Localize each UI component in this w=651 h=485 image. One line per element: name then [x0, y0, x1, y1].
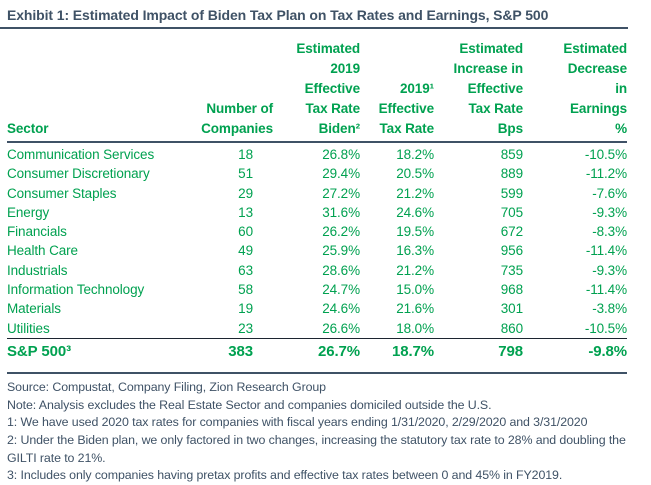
exhibit-title: Exhibit 1: Estimated Impact of Biden Tax… [7, 7, 549, 23]
value-cell: 24.7% [322, 282, 360, 298]
value-cell: 19 [238, 301, 253, 317]
table-bottom-divider [7, 371, 627, 374]
table-row: Materials 19 24.6% 21.6% 301 -3.8% [7, 299, 627, 318]
value-cell: 28.6% [322, 262, 360, 278]
footnote-3: 3: Includes only companies having pretax… [7, 468, 563, 483]
value-cell: 18.0% [360, 318, 434, 339]
sector-cell: Information Technology [7, 282, 145, 298]
total-row: S&P 500³ 383 26.7% 18.7% 798 -9.8% [7, 338, 627, 364]
value-cell: 31.6% [322, 204, 360, 220]
value-cell: 21.2% [396, 185, 434, 201]
value-cell: -9.3% [592, 262, 627, 278]
value-cell: 20.5% [396, 166, 434, 182]
sector-cell: Health Care [7, 243, 78, 259]
table-row: Communication Services 18 26.8% 18.2% 859 -10… [7, 142, 627, 164]
value-cell: 13 [238, 204, 253, 220]
sector-cell: Utilities [7, 318, 157, 339]
value-cell: 27.2% [322, 185, 360, 201]
value-cell: 735 [500, 262, 523, 278]
value-cell: 60 [238, 224, 253, 240]
tax-impact-table: Sector Number of Companies Estimated 201… [7, 39, 627, 364]
value-cell: 599 [500, 185, 523, 201]
header-row: Sector Number of Companies Estimated 201… [7, 39, 627, 143]
column-header-estimated-increase-in-effective-tax-rate-bps: Estimated Increase in Effective Tax Rate… [434, 39, 523, 143]
total-row-group: S&P 500³ 383 26.7% 18.7% 798 -9.8% [7, 338, 627, 364]
value-cell: 956 [500, 243, 523, 259]
table-row: Health Care 49 25.9% 16.3% 956 -11.4% [7, 241, 627, 260]
value-cell: -7.6% [592, 185, 627, 201]
total-companies: 383 [228, 342, 253, 360]
value-cell: 51 [238, 166, 253, 182]
sector-cell: Financials [7, 224, 67, 240]
column-header-sector: Sector [7, 39, 157, 143]
value-cell: -11.2% [585, 166, 627, 182]
total-bps: 798 [498, 342, 523, 360]
value-cell: 23 [157, 318, 273, 339]
value-cell: 49 [238, 243, 253, 259]
value-cell: 26.2% [322, 224, 360, 240]
value-cell: 968 [500, 282, 523, 298]
total-biden-rate: 26.7% [317, 342, 360, 360]
value-cell: 21.2% [396, 262, 434, 278]
value-cell: 889 [500, 166, 523, 182]
value-cell: 25.9% [322, 243, 360, 259]
value-cell: 16.3% [396, 243, 434, 259]
value-cell: 58 [238, 282, 253, 298]
table-row: Financials 60 26.2% 19.5% 672 -8.3% [7, 222, 627, 241]
value-cell: -3.8% [592, 301, 627, 317]
table-row: Consumer Discretionary 51 29.4% 20.5% 889 -11… [7, 164, 627, 183]
value-cell: 18 [238, 147, 253, 162]
sector-cell: Materials [7, 301, 61, 317]
value-cell: 672 [500, 224, 523, 240]
value-cell: -10.5% [584, 147, 627, 162]
table-body: Communication Services 18 26.8% 18.2% 859 -10… [7, 142, 627, 339]
column-header-estimated-decrease-in-earnings-pct: Estimated Decrease in Earnings % [523, 39, 627, 143]
footnote-1: 1: We have used 2020 tax rates for compa… [7, 415, 588, 430]
value-cell: 301 [500, 301, 523, 317]
column-header-2019-effective-tax-rate: 2019¹ Effective Tax Rate [360, 39, 434, 143]
value-cell: 63 [238, 262, 253, 278]
value-cell: -9.3% [592, 204, 627, 220]
value-cell: 21.6% [396, 301, 434, 317]
value-cell: 26.8% [322, 147, 360, 162]
footnotes: Source: Compustat, Company Filing, Zion … [7, 379, 648, 485]
footnote-2: 2: Under the Biden plan, we only factore… [7, 433, 626, 465]
value-cell: -8.3% [592, 224, 627, 240]
value-cell: 15.0% [396, 282, 434, 298]
column-header-estimated-2019-effective-tax-rate-biden: Estimated 2019 Effective Tax Rate Biden² [273, 39, 360, 143]
sector-cell: Communication Services [7, 147, 155, 162]
value-cell: 705 [500, 204, 523, 220]
table-row: Energy 13 31.6% 24.6% 705 -9.3% [7, 203, 627, 222]
value-cell: 24.6% [322, 301, 360, 317]
value-cell: 859 [500, 147, 523, 162]
source-note: Source: Compustat, Company Filing, Zion … [7, 379, 326, 394]
title-divider [0, 27, 628, 29]
table-row: Information Technology 58 24.7% 15.0% 968 -11… [7, 280, 627, 299]
value-cell: 26.6% [273, 318, 360, 339]
value-cell: -11.4% [585, 243, 627, 259]
total-2019-rate: 18.7% [391, 342, 434, 360]
table-row: Utilities 23 26.6% 18.0% 860 -10.5% [7, 318, 627, 339]
value-cell: 18.2% [396, 147, 434, 162]
value-cell: 24.6% [396, 204, 434, 220]
sector-cell: Consumer Discretionary [7, 166, 150, 182]
sector-cell: Industrials [7, 262, 68, 278]
value-cell: 29 [238, 185, 253, 201]
sector-cell: Consumer Staples [7, 185, 117, 201]
sector-cell: Energy [7, 204, 50, 220]
total-label: S&P 500³ [7, 342, 71, 360]
value-cell: -11.4% [585, 282, 627, 298]
value-cell: 29.4% [322, 166, 360, 182]
table-row: Industrials 63 28.6% 21.2% 735 -9.3% [7, 261, 627, 280]
analysis-note: Note: Analysis excludes the Real Estate … [7, 397, 492, 412]
table-row: Consumer Staples 29 27.2% 21.2% 599 -7.6% [7, 184, 627, 203]
table-header: Sector Number of Companies Estimated 201… [7, 39, 627, 143]
total-earnings-pct: -9.8% [588, 342, 627, 360]
value-cell: 860 [434, 318, 523, 339]
value-cell: -10.5% [523, 318, 627, 339]
value-cell: 19.5% [396, 224, 434, 240]
column-header-number-of-companies: Number of Companies [157, 39, 273, 143]
